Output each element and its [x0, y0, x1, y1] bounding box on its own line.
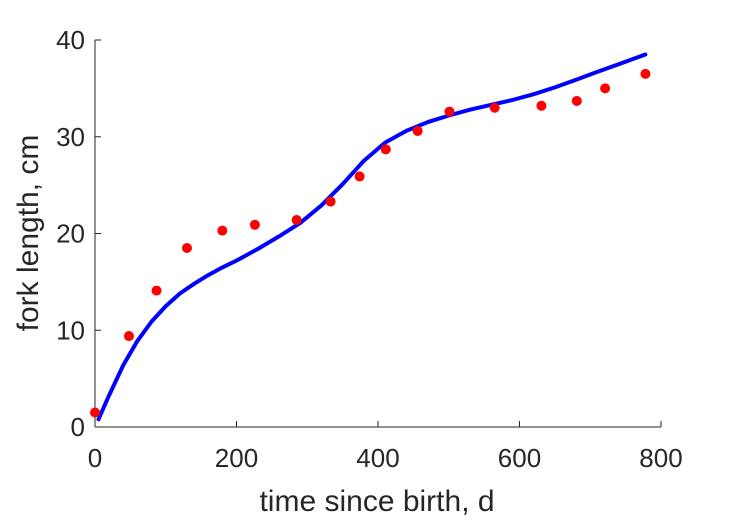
x-tick-label: 0: [88, 443, 102, 473]
data-point: [536, 100, 547, 111]
data-point: [489, 102, 500, 113]
data-point: [123, 331, 134, 342]
data-point: [217, 225, 228, 236]
x-tick-label: 200: [215, 443, 258, 473]
data-point: [444, 106, 455, 117]
y-tick-label: 20: [56, 219, 85, 249]
y-tick-label: 30: [56, 122, 85, 152]
data-point: [600, 83, 611, 94]
data-point: [412, 125, 423, 136]
data-point: [354, 171, 365, 182]
series-layer: [90, 52, 651, 422]
data-point: [640, 68, 651, 79]
x-axis-label: time since birth, d: [259, 485, 494, 518]
y-axis-label: fork length, cm: [12, 135, 45, 332]
data-point: [151, 285, 162, 296]
x-tick-label: 600: [498, 443, 541, 473]
data-point: [249, 219, 260, 230]
data-point: [325, 196, 336, 207]
fit-curve: [96, 52, 648, 422]
data-point: [291, 214, 302, 225]
y-tick-label: 40: [56, 25, 85, 55]
y-tick-label: 0: [71, 412, 85, 442]
y-tick-label: 10: [56, 315, 85, 345]
y-axis-ticks: 0 10 20 30 40: [56, 25, 101, 442]
x-tick-label: 800: [639, 443, 682, 473]
data-point: [181, 243, 192, 254]
x-tick-label: 400: [356, 443, 399, 473]
data-point: [90, 407, 100, 418]
data-point: [380, 144, 391, 155]
x-axis-ticks: 0 200 400 600 800: [88, 421, 683, 473]
data-point: [571, 95, 582, 106]
